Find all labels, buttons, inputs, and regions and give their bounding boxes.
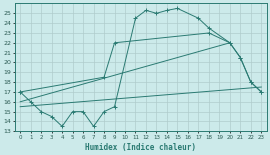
X-axis label: Humidex (Indice chaleur): Humidex (Indice chaleur) (85, 143, 196, 152)
